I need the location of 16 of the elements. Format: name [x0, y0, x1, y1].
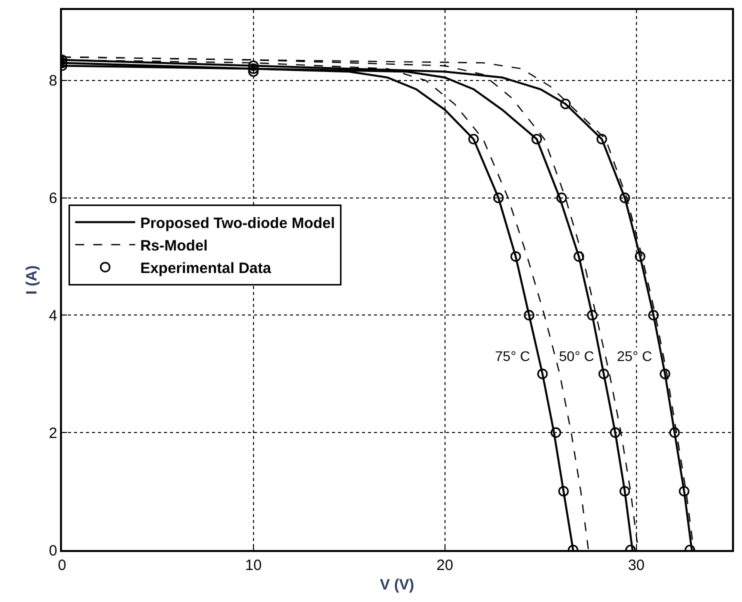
legend-label: Proposed Two-diode Model [140, 215, 335, 232]
y-tick-label: 2 [48, 424, 58, 442]
annotation: 75° C [495, 348, 530, 364]
annotation: 25° C [617, 348, 652, 364]
x-tick-label: 10 [245, 556, 262, 574]
x-tick-label: 20 [436, 556, 454, 574]
y-tick-label: 0 [48, 542, 58, 560]
y-tick-label: 8 [48, 72, 58, 90]
x-tick-label: 30 [628, 556, 645, 574]
legend-label: Rs-Model [140, 238, 208, 254]
y-tick-label: 6 [48, 190, 58, 208]
x-axis-title: V (V) [380, 576, 414, 594]
legend-label: Experimental Data [140, 260, 272, 277]
y-axis-title: I (A) [24, 265, 41, 295]
annotation: 50° C [559, 348, 594, 364]
y-tick-label: 4 [48, 307, 58, 324]
